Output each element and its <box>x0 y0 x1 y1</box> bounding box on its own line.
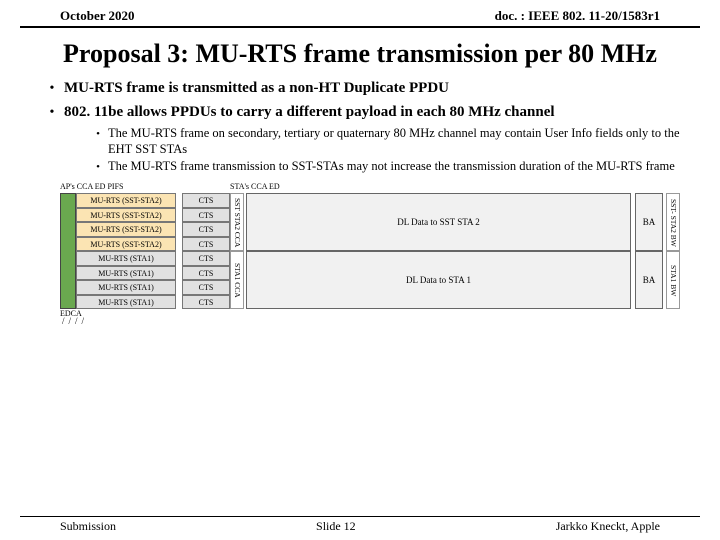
cca-label-column: SST STA2 CCA STA1 CCA <box>230 193 244 309</box>
bullet-text: 802. 11be allows PPDUs to carry a differ… <box>64 103 555 123</box>
sst-cca-label: SST STA2 CCA <box>230 193 244 251</box>
murts-row: MU-RTS (SST-STA2) <box>76 237 176 252</box>
dl-cell: DL Data to SST STA 2 <box>246 193 631 251</box>
header-docnum: doc. : IEEE 802. 11-20/1583r1 <box>495 8 660 24</box>
ba-column: BA BA <box>635 193 663 309</box>
sub-bullet-2: • The MU-RTS frame transmission to SST-S… <box>88 159 680 175</box>
cts-column: CTS CTS CTS CTS CTS CTS CTS CTS <box>182 193 230 309</box>
sta1-cca-label: STA1 CCA <box>230 251 244 309</box>
bullet-text: MU-RTS frame is transmitted as a non-HT … <box>64 79 449 99</box>
footer-mid: Slide 12 <box>316 519 356 534</box>
slide-footer: Submission Slide 12 Jarkko Kneckt, Apple <box>20 516 700 534</box>
diagram-captions: AP's CCA ED PIFS STA's CCA ED <box>60 183 680 191</box>
cts-row: CTS <box>182 280 230 295</box>
cts-row: CTS <box>182 295 230 310</box>
timing-diagram: AP's CCA ED PIFS STA's CCA ED MU-RTS (SS… <box>0 177 720 309</box>
dl-data-column: DL Data to SST STA 2 DL Data to STA 1 <box>246 193 631 309</box>
sta1-bw-label: STA1 BW <box>666 251 680 309</box>
slide-header: October 2020 doc. : IEEE 802. 11-20/1583… <box>20 0 700 28</box>
sst-bw-label: SST- STA2 BW <box>666 193 680 251</box>
footer-left: Submission <box>60 519 116 534</box>
sub-text: The MU-RTS frame on secondary, tertiary … <box>108 126 680 157</box>
bullet-mark: • <box>88 159 108 173</box>
slide-title: Proposal 3: MU-RTS frame transmission pe… <box>0 28 720 75</box>
ba-cell: BA <box>635 193 663 251</box>
bullet-2: • 802. 11be allows PPDUs to carry a diff… <box>40 103 680 123</box>
sub-text: The MU-RTS frame transmission to SST-STA… <box>108 159 675 175</box>
murts-row: MU-RTS (SST-STA2) <box>76 208 176 223</box>
footer-right: Jarkko Kneckt, Apple <box>556 519 660 534</box>
bullet-1: • MU-RTS frame is transmitted as a non-H… <box>40 79 680 99</box>
sub-bullets: • The MU-RTS frame on secondary, tertiar… <box>40 126 680 175</box>
bw-label-column: SST- STA2 BW STA1 BW <box>666 193 680 309</box>
bullet-mark: • <box>40 103 64 121</box>
ba-cell: BA <box>635 251 663 309</box>
pifs-bar <box>60 193 76 309</box>
murts-row: MU-RTS (SST-STA2) <box>76 193 176 208</box>
murts-row: MU-RTS (STA1) <box>76 280 176 295</box>
cts-row: CTS <box>182 237 230 252</box>
cts-row: CTS <box>182 222 230 237</box>
murts-row: MU-RTS (STA1) <box>76 295 176 310</box>
murts-row: MU-RTS (SST-STA2) <box>76 222 176 237</box>
content-area: • MU-RTS frame is transmitted as a non-H… <box>0 75 720 175</box>
murts-row: MU-RTS (STA1) <box>76 266 176 281</box>
bullet-mark: • <box>40 79 64 97</box>
diagram-body: MU-RTS (SST-STA2) MU-RTS (SST-STA2) MU-R… <box>60 193 680 309</box>
murts-row: MU-RTS (STA1) <box>76 251 176 266</box>
cts-row: CTS <box>182 208 230 223</box>
cts-row: CTS <box>182 251 230 266</box>
pifs-column <box>60 193 76 309</box>
caption-sta: STA's CCA ED <box>230 183 280 191</box>
murts-column: MU-RTS (SST-STA2) MU-RTS (SST-STA2) MU-R… <box>76 193 176 309</box>
caption-ap: AP's CCA ED PIFS <box>60 183 170 191</box>
dl-cell: DL Data to STA 1 <box>246 251 631 309</box>
cts-row: CTS <box>182 193 230 208</box>
cts-row: CTS <box>182 266 230 281</box>
bullet-mark: • <box>88 126 108 140</box>
sub-bullet-1: • The MU-RTS frame on secondary, tertiar… <box>88 126 680 157</box>
header-date: October 2020 <box>60 8 135 24</box>
time-ticks: //// <box>0 316 720 326</box>
